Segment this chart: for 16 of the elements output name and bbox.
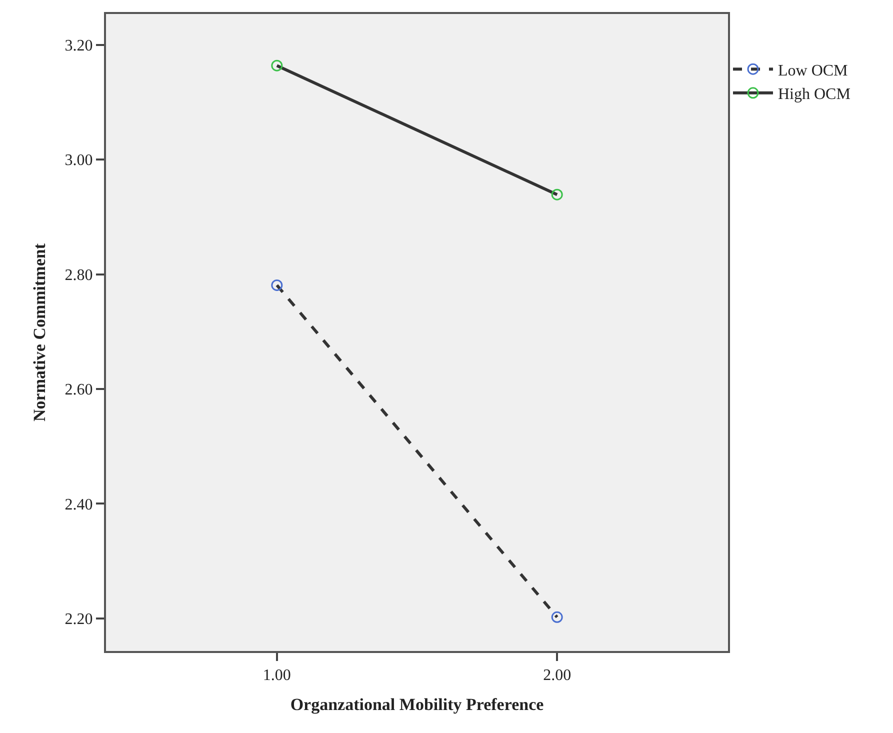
x-tick-label: 2.00 [543, 667, 572, 684]
y-tick-label: 2.40 [64, 496, 93, 514]
legend-label: High OCM [778, 86, 850, 104]
point [271, 60, 283, 72]
x-tick-label: 1.00 [262, 667, 291, 684]
y-tick-label: 2.20 [64, 610, 93, 628]
x-axis-title: Organzational Mobility Preference [290, 695, 544, 714]
y-tick-label: 3.20 [64, 38, 93, 55]
y-tick-label: 2.60 [64, 382, 93, 399]
y-tick-label: 2.80 [64, 266, 93, 284]
point [551, 188, 563, 200]
y-axis-title: Normative Commitment [30, 243, 49, 422]
point [551, 611, 563, 623]
legend-label: Low OCM [778, 62, 848, 80]
point [271, 279, 283, 291]
y-tick-label: 3.00 [64, 152, 93, 170]
